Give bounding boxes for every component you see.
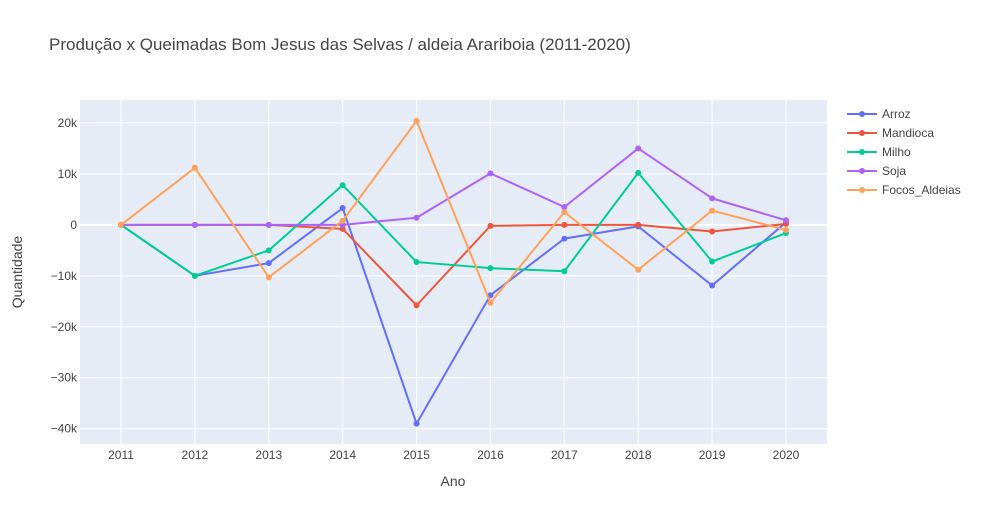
legend-swatch-marker bbox=[859, 187, 865, 193]
data-point bbox=[561, 209, 568, 216]
legend-item: Arroz bbox=[847, 107, 911, 121]
data-point bbox=[709, 207, 716, 214]
series-focos-aldeias bbox=[118, 117, 789, 306]
x-axis-title: Ano bbox=[441, 473, 466, 489]
series-line bbox=[120, 171, 787, 277]
data-point bbox=[561, 204, 568, 211]
data-point bbox=[561, 221, 568, 228]
x-tick-label: 2016 bbox=[477, 448, 504, 462]
data-point bbox=[783, 217, 789, 224]
data-point bbox=[561, 268, 568, 275]
data-point bbox=[339, 217, 346, 224]
y-tick-label: 20k bbox=[58, 116, 78, 130]
data-point bbox=[413, 420, 420, 427]
data-point bbox=[118, 221, 124, 228]
y-tick-label: −20k bbox=[51, 320, 78, 334]
legend-swatch-marker bbox=[859, 149, 865, 155]
data-point bbox=[635, 169, 642, 176]
legend-item: Mandioca bbox=[847, 126, 934, 140]
x-tick-label: 2017 bbox=[551, 448, 578, 462]
data-point bbox=[413, 302, 420, 309]
x-tick-label: 2018 bbox=[625, 448, 652, 462]
data-point bbox=[339, 205, 346, 212]
data-point bbox=[191, 164, 198, 171]
series-line bbox=[121, 147, 787, 226]
legend: Arroz Mandioca Milho Soja Focos_Aldeias bbox=[847, 107, 961, 197]
x-tick-label: 2013 bbox=[255, 448, 282, 462]
legend-label: Mandioca bbox=[882, 126, 934, 140]
data-point bbox=[339, 182, 346, 189]
series-layer bbox=[118, 117, 789, 427]
data-point bbox=[265, 221, 272, 228]
data-point bbox=[635, 145, 642, 152]
y-tick-label: −30k bbox=[51, 371, 78, 385]
data-point bbox=[783, 226, 789, 233]
data-point bbox=[487, 222, 494, 229]
data-point bbox=[635, 221, 642, 228]
x-tick-label: 2020 bbox=[773, 448, 800, 462]
data-point bbox=[191, 221, 198, 228]
grid bbox=[80, 100, 827, 444]
data-point bbox=[413, 214, 420, 221]
data-point bbox=[191, 272, 198, 279]
x-tick-label: 2014 bbox=[329, 448, 356, 462]
y-tick-label: 10k bbox=[58, 167, 78, 181]
data-point bbox=[487, 170, 494, 177]
x-tick-label: 2011 bbox=[108, 448, 134, 462]
x-tick-label: 2019 bbox=[699, 448, 726, 462]
y-tick-label: −10k bbox=[51, 269, 78, 283]
legend-swatch-marker bbox=[859, 168, 865, 174]
legend-label: Soja bbox=[882, 164, 906, 178]
data-point bbox=[635, 266, 642, 273]
legend-label: Focos_Aldeias bbox=[882, 183, 961, 197]
series-soja bbox=[118, 145, 789, 228]
data-point bbox=[413, 117, 420, 124]
data-point bbox=[709, 195, 716, 202]
legend-swatch-marker bbox=[859, 111, 865, 117]
legend-item: Focos_Aldeias bbox=[847, 183, 961, 197]
axes: 2011 2012 2013 2014 2015 2016 2017 2018 2019 2020… bbox=[51, 116, 800, 462]
data-point bbox=[265, 247, 272, 254]
data-point bbox=[709, 258, 716, 265]
chart-title: Produção x Queimadas Bom Jesus das Selva… bbox=[49, 35, 631, 54]
data-point bbox=[709, 282, 716, 289]
plot-area bbox=[80, 100, 827, 444]
legend-item: Soja bbox=[847, 164, 906, 178]
y-axis-title: Quantidade bbox=[9, 236, 25, 309]
legend-item: Milho bbox=[847, 145, 911, 159]
legend-swatch-marker bbox=[859, 130, 865, 136]
y-tick-label: 0 bbox=[70, 218, 77, 232]
series-line bbox=[120, 119, 787, 304]
data-point bbox=[265, 274, 272, 281]
data-point bbox=[561, 235, 568, 242]
x-tick-label: 2015 bbox=[403, 448, 430, 462]
x-tick-label: 2012 bbox=[182, 448, 209, 462]
data-point bbox=[487, 299, 494, 306]
series-line bbox=[120, 207, 787, 425]
data-point bbox=[265, 260, 272, 267]
legend-label: Milho bbox=[882, 145, 911, 159]
data-point bbox=[487, 265, 494, 272]
legend-label: Arroz bbox=[882, 107, 911, 121]
y-tick-label: −40k bbox=[51, 422, 78, 436]
data-point bbox=[709, 228, 716, 235]
data-point bbox=[413, 259, 420, 266]
